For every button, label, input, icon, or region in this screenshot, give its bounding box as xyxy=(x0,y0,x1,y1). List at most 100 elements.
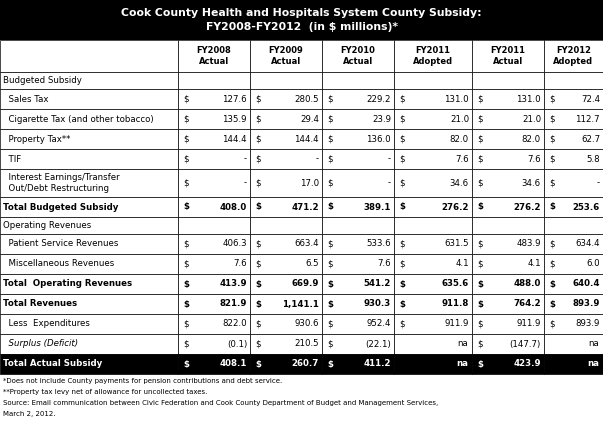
Text: $: $ xyxy=(255,359,261,368)
Text: 4.1: 4.1 xyxy=(528,260,541,269)
Bar xyxy=(250,294,322,314)
Text: TIF: TIF xyxy=(3,155,21,163)
Bar xyxy=(250,334,322,354)
Text: 411.2: 411.2 xyxy=(364,359,391,368)
Bar xyxy=(0,354,178,374)
Bar xyxy=(322,217,394,234)
Bar xyxy=(322,234,394,254)
Text: Cigarette Tax (and other tobacco): Cigarette Tax (and other tobacco) xyxy=(3,114,154,124)
Text: 72.4: 72.4 xyxy=(581,95,600,104)
Bar xyxy=(322,89,394,109)
Bar xyxy=(0,197,178,217)
Text: $: $ xyxy=(183,95,189,104)
Bar xyxy=(322,314,394,334)
Text: $: $ xyxy=(327,340,332,349)
Text: $: $ xyxy=(399,299,405,308)
Bar xyxy=(544,274,603,294)
Text: $: $ xyxy=(327,203,333,212)
Bar xyxy=(250,354,322,374)
Text: na: na xyxy=(457,340,468,349)
Text: $: $ xyxy=(327,260,332,269)
Text: $: $ xyxy=(327,178,332,187)
Bar xyxy=(544,72,603,89)
Text: Operating Revenues: Operating Revenues xyxy=(3,221,91,230)
Bar xyxy=(0,129,178,149)
Text: $: $ xyxy=(399,239,405,248)
Bar xyxy=(322,274,394,294)
Bar xyxy=(322,169,394,197)
Bar xyxy=(0,109,178,129)
Bar xyxy=(178,169,250,197)
Text: 280.5: 280.5 xyxy=(294,95,319,104)
Bar xyxy=(250,89,322,109)
Bar xyxy=(472,217,544,234)
Text: 229.2: 229.2 xyxy=(367,95,391,104)
Bar xyxy=(250,72,322,89)
Text: $: $ xyxy=(477,340,482,349)
Text: -: - xyxy=(244,155,247,163)
Bar xyxy=(394,274,472,294)
Bar xyxy=(394,169,472,197)
Bar xyxy=(322,354,394,374)
Text: Sales Tax: Sales Tax xyxy=(3,95,48,104)
Text: 930.6: 930.6 xyxy=(294,320,319,328)
Text: 389.1: 389.1 xyxy=(364,203,391,212)
Text: 29.4: 29.4 xyxy=(300,114,319,124)
Bar xyxy=(178,294,250,314)
Bar xyxy=(0,217,178,234)
Text: $: $ xyxy=(255,320,260,328)
Bar xyxy=(250,197,322,217)
Text: 483.9: 483.9 xyxy=(517,239,541,248)
Text: 260.7: 260.7 xyxy=(292,359,319,368)
Text: 822.0: 822.0 xyxy=(223,320,247,328)
Bar xyxy=(472,149,544,169)
Text: Budgeted Subsidy: Budgeted Subsidy xyxy=(3,76,82,85)
Text: $: $ xyxy=(549,320,555,328)
Text: 764.2: 764.2 xyxy=(513,299,541,308)
Bar xyxy=(250,109,322,129)
Text: $: $ xyxy=(477,203,483,212)
Text: $: $ xyxy=(255,114,260,124)
Bar xyxy=(322,109,394,129)
Bar xyxy=(472,197,544,217)
Bar xyxy=(250,314,322,334)
Text: $: $ xyxy=(477,260,482,269)
Text: $: $ xyxy=(477,134,482,143)
Bar xyxy=(178,149,250,169)
Text: $: $ xyxy=(183,134,189,143)
Text: 413.9: 413.9 xyxy=(219,280,247,289)
Bar xyxy=(178,334,250,354)
Bar xyxy=(322,294,394,314)
Bar xyxy=(544,149,603,169)
Text: na: na xyxy=(589,340,599,349)
Text: Total Budgeted Subsidy: Total Budgeted Subsidy xyxy=(3,203,118,212)
Text: $: $ xyxy=(183,359,189,368)
Text: $: $ xyxy=(327,95,332,104)
Text: 127.6: 127.6 xyxy=(223,95,247,104)
Text: 930.3: 930.3 xyxy=(364,299,391,308)
Text: $: $ xyxy=(327,134,332,143)
Text: 541.2: 541.2 xyxy=(364,280,391,289)
Text: $: $ xyxy=(183,203,189,212)
Text: na: na xyxy=(587,359,599,368)
Text: **Property tax levy net of allowance for uncollected taxes.: **Property tax levy net of allowance for… xyxy=(3,389,207,395)
Bar xyxy=(544,169,603,197)
Bar xyxy=(472,89,544,109)
Text: $: $ xyxy=(477,320,482,328)
Bar xyxy=(472,334,544,354)
Bar xyxy=(394,254,472,274)
Bar xyxy=(178,72,250,89)
Bar xyxy=(394,314,472,334)
Bar xyxy=(394,334,472,354)
Bar xyxy=(322,334,394,354)
Text: $: $ xyxy=(549,178,555,187)
Bar xyxy=(472,254,544,274)
Text: $: $ xyxy=(327,155,332,163)
Text: $: $ xyxy=(183,260,189,269)
Bar xyxy=(0,334,178,354)
Text: 210.5: 210.5 xyxy=(294,340,319,349)
Bar xyxy=(0,149,178,169)
Bar xyxy=(394,109,472,129)
Text: 7.6: 7.6 xyxy=(377,260,391,269)
Text: $: $ xyxy=(549,280,555,289)
